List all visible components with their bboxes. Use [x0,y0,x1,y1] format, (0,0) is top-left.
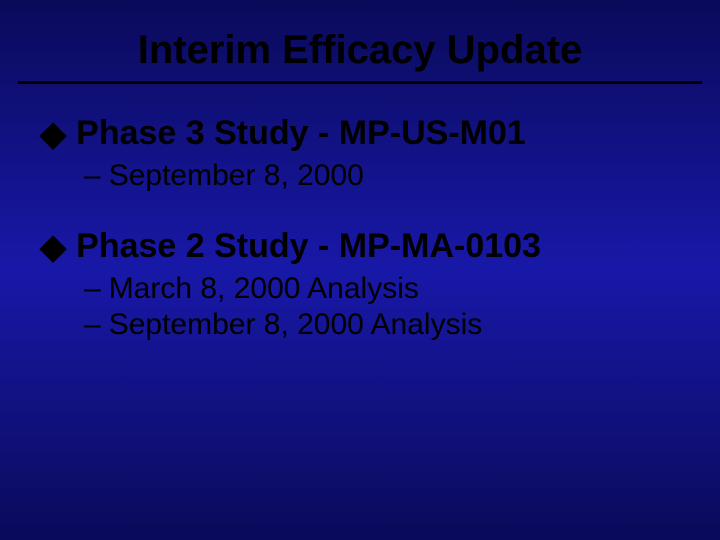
dash-icon: – [84,272,101,306]
sub-item-2-1: – March 8, 2000 Analysis [84,272,690,306]
sub-item-2-1-label: March 8, 2000 Analysis [109,272,419,306]
sub-item-1-1: – September 8, 2000 [84,159,690,193]
bullet-item-1: ◆ Phase 3 Study - MP-US-M01 [40,114,690,153]
diamond-icon: ◆ [40,230,66,264]
sub-item-2-2-label: September 8, 2000 Analysis [109,308,483,342]
diamond-icon: ◆ [40,117,66,151]
dash-icon: – [84,308,101,342]
bullet-item-2: ◆ Phase 2 Study - MP-MA-0103 [40,227,690,266]
sub-item-2-2: – September 8, 2000 Analysis [84,308,690,342]
slide-title: Interim Efficacy Update [0,0,720,81]
sub-item-1-1-label: September 8, 2000 [109,159,364,193]
title-underline [18,81,702,84]
bullet-item-2-label: Phase 2 Study - MP-MA-0103 [76,227,541,266]
bullet-item-1-label: Phase 3 Study - MP-US-M01 [76,114,526,153]
dash-icon: – [84,159,101,193]
content-area: ◆ Phase 3 Study - MP-US-M01 – September … [0,114,720,342]
slide: Interim Efficacy Update ◆ Phase 3 Study … [0,0,720,540]
